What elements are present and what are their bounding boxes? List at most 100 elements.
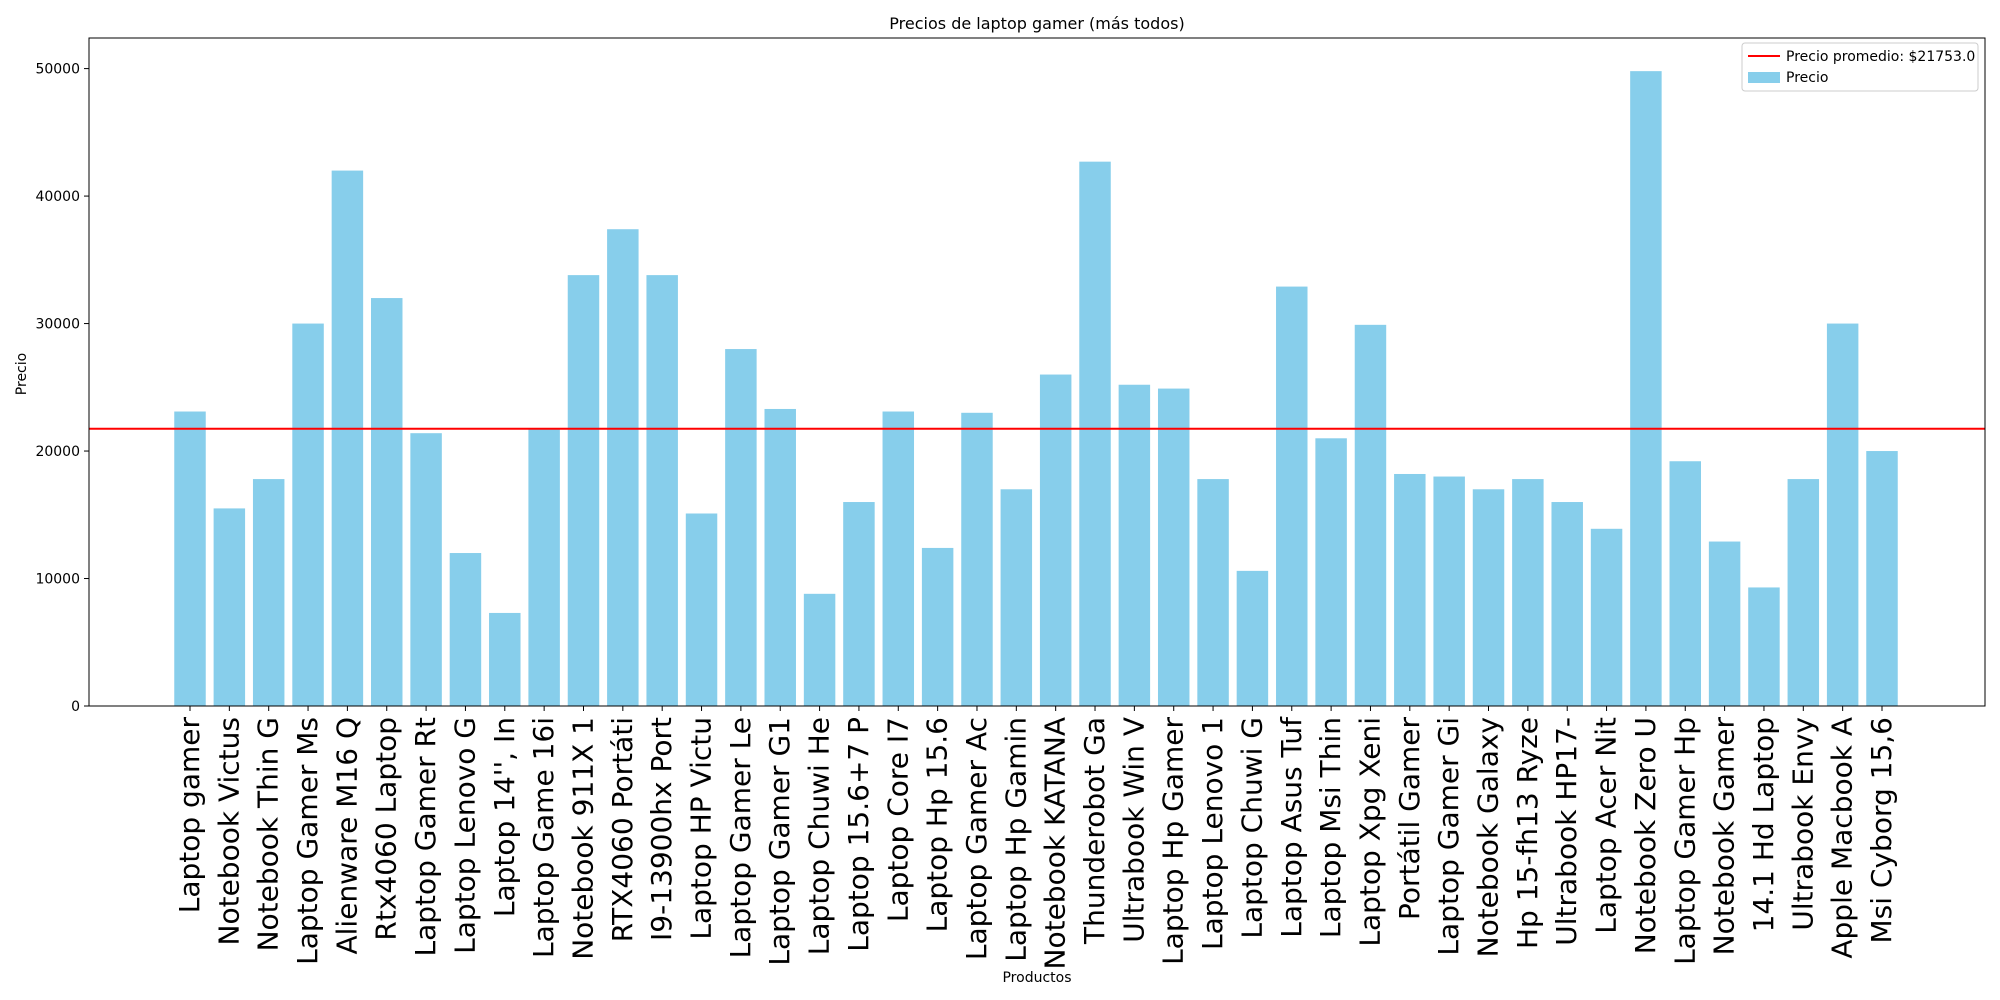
x-tick-label: Rtx4060 Laptop <box>370 717 403 941</box>
x-tick-label: Laptop Core I7 <box>881 717 914 922</box>
x-tick-label: Portátil Gamer <box>1393 717 1426 920</box>
x-axis-ticks: Laptop gamer Notebook Victus Notebook Thin… <box>173 706 1898 969</box>
bar <box>1866 451 1898 706</box>
bar <box>371 298 403 706</box>
y-tick-label: 30000 <box>35 317 80 333</box>
bar <box>1826 323 1859 706</box>
bar <box>764 408 796 706</box>
bar <box>1394 473 1426 706</box>
y-tick-label: 10000 <box>35 572 80 588</box>
x-tick-label: Laptop Asus Tuf <box>1275 716 1308 938</box>
x-tick-label: Ultrabook Win V <box>1117 717 1150 943</box>
x-tick-label: Laptop Lenovo 1 <box>1196 717 1229 950</box>
x-tick-label: Laptop Xpg Xeni <box>1353 717 1386 947</box>
x-tick-label: Laptop Acer Nit <box>1590 717 1623 934</box>
x-tick-label: Laptop Hp Gamin <box>999 717 1032 962</box>
y-tick-label: 0 <box>71 699 80 715</box>
legend-mean-label: Precio promedio: $21753.0 <box>1786 49 1975 65</box>
x-tick-label: Thunderobot Ga <box>1078 717 1111 945</box>
bar <box>1039 374 1072 706</box>
x-tick-label: Laptop Chuwi He <box>803 717 836 955</box>
bar <box>803 593 836 706</box>
y-tick-label: 20000 <box>35 444 80 460</box>
bar <box>1315 438 1347 706</box>
x-tick-label: Laptop Hp Gamer <box>1157 717 1190 965</box>
bar <box>725 349 757 706</box>
bar <box>1630 71 1662 707</box>
bar <box>1000 489 1033 706</box>
x-tick-label: Laptop HP Victu <box>685 717 718 940</box>
bar <box>1512 479 1544 706</box>
bar <box>292 323 324 706</box>
legend: Precio promedio: $21753.0 Precio <box>1741 42 1979 92</box>
y-axis-label: Precio <box>14 353 30 395</box>
x-tick-label: Notebook 911X 1 <box>566 717 599 960</box>
bar <box>1669 461 1701 706</box>
bar <box>1590 528 1623 706</box>
y-tick-label: 50000 <box>35 62 80 78</box>
legend-box <box>1741 42 1979 92</box>
x-tick-label: Laptop Hp 15.6 <box>921 717 954 932</box>
bars <box>174 71 1898 707</box>
x-tick-label: Laptop Gamer Rt <box>409 717 442 957</box>
bar <box>528 428 560 706</box>
x-tick-label: Laptop Lenovo G <box>448 717 481 954</box>
x-tick-label: Laptop Gamer Le <box>724 717 757 958</box>
bar <box>646 275 678 706</box>
x-tick-label: Apple Macbook A <box>1826 717 1859 959</box>
x-tick-label: Laptop Gamer Gi <box>1432 717 1465 956</box>
legend-bar-swatch <box>1748 72 1780 83</box>
bar <box>174 411 206 706</box>
x-tick-label: Msi Cyborg 15,6 <box>1865 717 1898 944</box>
bar <box>252 479 285 706</box>
x-tick-label: Notebook Galaxy <box>1472 717 1505 957</box>
y-tick-label: 40000 <box>35 189 80 205</box>
x-tick-label: Ultrabook Envy <box>1786 717 1819 931</box>
x-tick-label: Laptop Chuwi G <box>1235 717 1268 939</box>
bar <box>1157 388 1190 706</box>
x-tick-label: Laptop Gamer Ms <box>291 717 324 965</box>
x-tick-label: Notebook Gamer <box>1708 717 1741 956</box>
x-tick-label: Notebook KATANA <box>1039 717 1072 969</box>
y-axis-ticks: 0 10000 20000 30000 40000 50000 <box>35 62 89 715</box>
x-tick-label: Ultrabook HP17- <box>1550 717 1583 946</box>
bar <box>449 553 482 706</box>
bar <box>1276 286 1308 706</box>
x-tick-label: I9-13900hx Port <box>645 717 678 941</box>
bar <box>685 513 718 706</box>
bar <box>489 612 521 706</box>
bar <box>1472 489 1505 706</box>
bar <box>1708 541 1741 706</box>
chart-title: Precios de laptop gamer (más todos) <box>889 14 1184 33</box>
x-tick-label: Hp 15-fh13 Ryze <box>1511 717 1544 949</box>
x-tick-label: Laptop Gamer Ac <box>960 717 993 960</box>
x-tick-label: 14.1 Hd Laptop <box>1747 717 1780 932</box>
plot-frame <box>88 37 1986 707</box>
bar <box>1079 161 1111 706</box>
bar <box>1236 570 1269 706</box>
bar <box>1748 587 1780 706</box>
bar <box>843 502 875 706</box>
bar <box>1197 479 1229 706</box>
x-tick-label: Laptop Msi Thin <box>1314 717 1347 938</box>
bar <box>567 275 600 706</box>
bar <box>1551 502 1583 706</box>
bar <box>961 412 993 706</box>
x-tick-label: Laptop 14'', In <box>488 717 521 917</box>
bar <box>1787 479 1820 706</box>
x-tick-label: RTX4060 Portáti <box>606 717 639 942</box>
x-tick-label: Notebook Victus <box>212 717 245 945</box>
x-tick-label: Alienware M16 Q <box>330 717 363 955</box>
x-axis-label: Productos <box>1002 970 1071 986</box>
x-tick-label: Notebook Zero U <box>1629 717 1662 954</box>
bar <box>213 508 246 706</box>
bar <box>1354 324 1387 706</box>
x-tick-label: Laptop Gamer G1 <box>763 717 796 966</box>
x-tick-label: Laptop Gamer Hp <box>1668 717 1701 965</box>
x-tick-label: Laptop gamer <box>173 717 206 914</box>
bar <box>331 170 364 707</box>
bar <box>607 229 639 706</box>
bar <box>882 411 915 706</box>
bar <box>1433 476 1465 706</box>
